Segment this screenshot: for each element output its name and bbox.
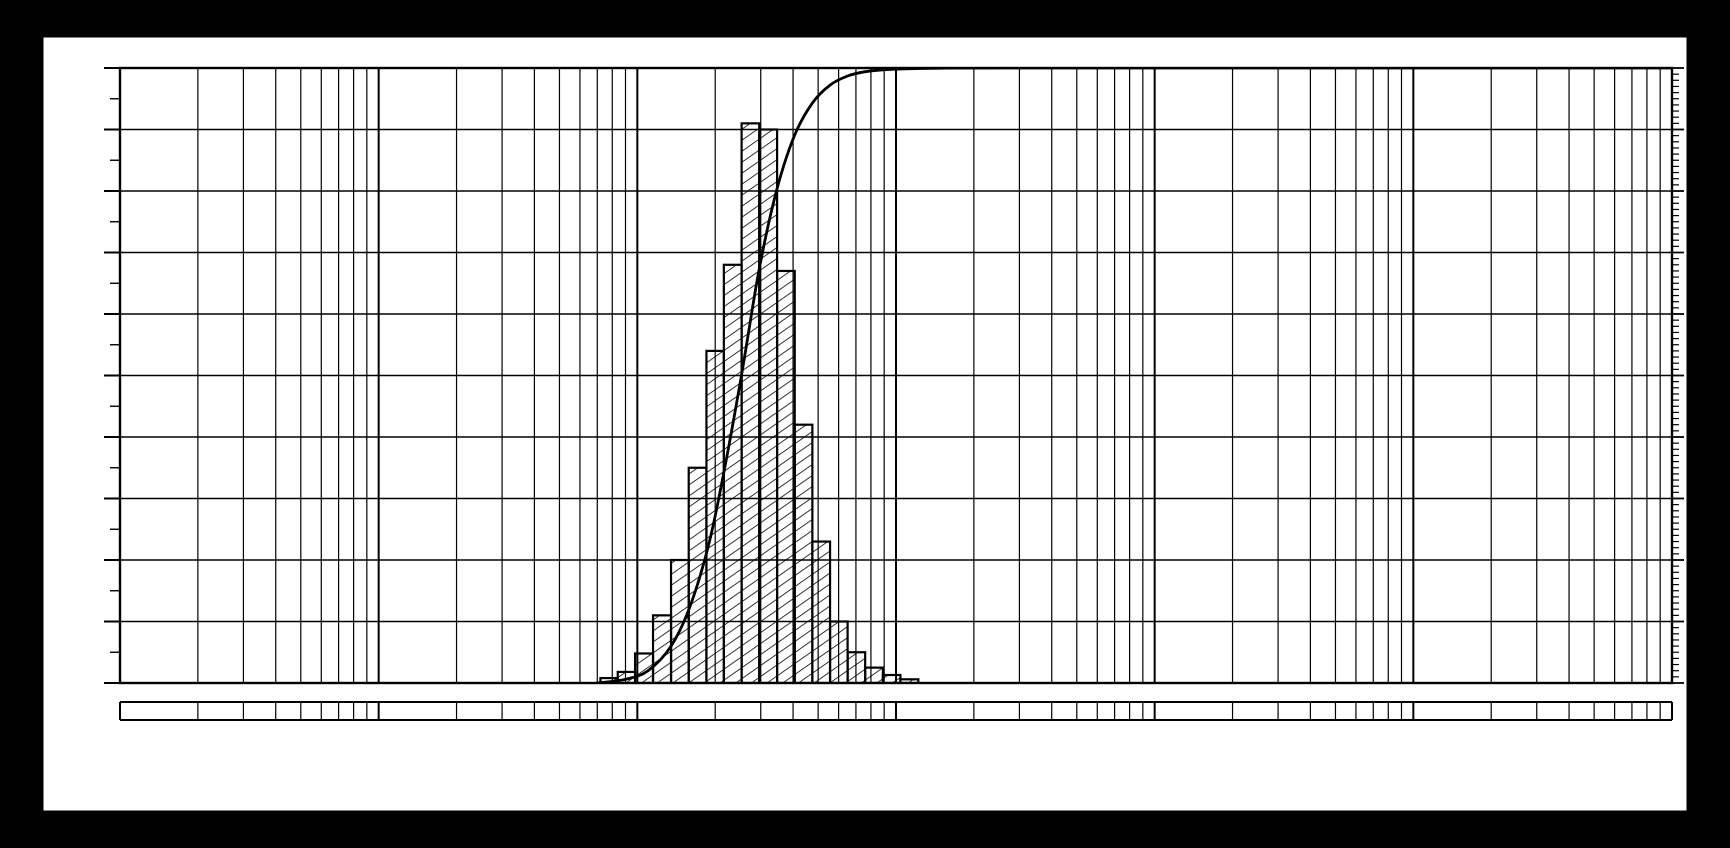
- chart-frame: [0, 0, 1730, 848]
- particle-distribution-chart: [0, 0, 1730, 848]
